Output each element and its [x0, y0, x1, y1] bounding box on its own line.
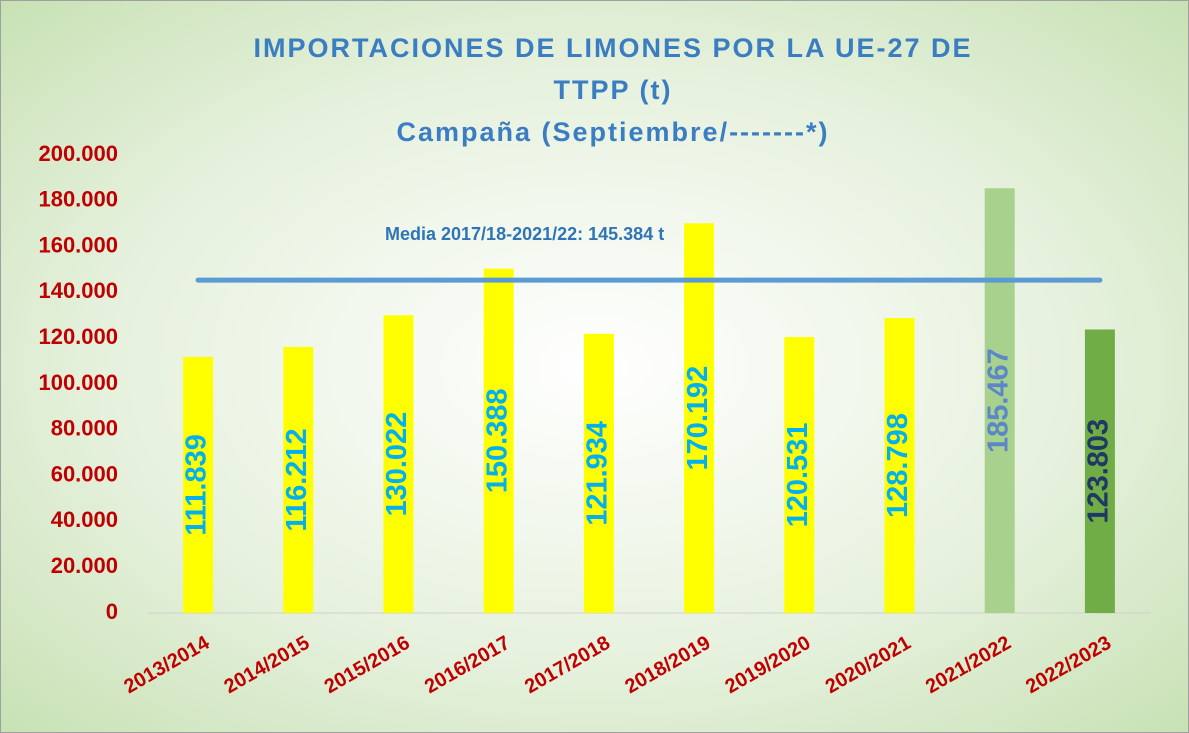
bar [884, 318, 915, 613]
chart-title: IMPORTACIONES DE LIMONES POR LA UE-27 DE [253, 33, 972, 63]
value-label: 130.022 [381, 412, 413, 517]
y-tick-label: 160.000 [38, 232, 118, 257]
bar [784, 336, 815, 613]
annotation: Media 2017/18-2021/22: 145.384 t [385, 224, 664, 244]
value-label: 116.212 [281, 428, 313, 531]
y-tick-label: 40.000 [51, 507, 118, 532]
value-label: 128.798 [882, 413, 914, 518]
y-tick-label: 180.000 [38, 187, 118, 212]
y-tick-label: 140.000 [38, 278, 118, 303]
y-tick-label: 100.000 [38, 370, 118, 395]
y-tick-label: 120.000 [38, 324, 118, 349]
y-tick-label: 20.000 [51, 553, 118, 578]
y-tick-label: 60.000 [51, 461, 118, 486]
bar [1084, 329, 1115, 613]
value-label: 123.803 [1083, 419, 1115, 524]
bar [183, 356, 214, 613]
y-tick-label: 0 [106, 599, 118, 624]
bar [383, 315, 414, 613]
y-tick-label: 200.000 [38, 141, 118, 166]
value-label: 185.467 [982, 348, 1014, 453]
value-label: 121.934 [582, 421, 614, 526]
chart-title: TTPP (t) [554, 75, 673, 105]
bar [684, 223, 715, 613]
bar [483, 268, 514, 613]
bar [283, 346, 314, 613]
bar [984, 188, 1015, 613]
value-label: 150.388 [481, 388, 513, 493]
chart-subtitle: Campaña (Septiembre/-------*) [396, 117, 829, 147]
y-tick-label: 80.000 [51, 416, 118, 441]
value-label: 170.192 [682, 366, 714, 471]
value-label: 111.839 [181, 434, 213, 536]
value-label: 120.531 [782, 423, 814, 528]
bar [583, 333, 614, 613]
